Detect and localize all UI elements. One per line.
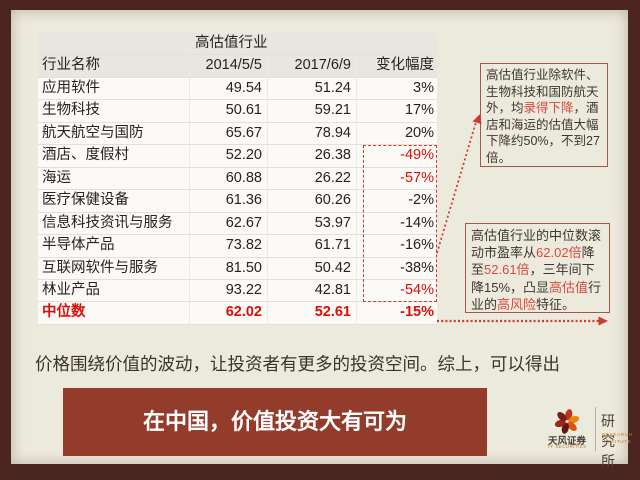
industry-name-cell: 酒店、度假村 [38, 145, 190, 167]
pe-2014-cell: 62.02 [190, 302, 268, 324]
pe-2017-cell: 52.61 [268, 302, 357, 324]
pe-2017-cell: 26.38 [268, 145, 357, 167]
industry-name-cell: 信息科技资讯与服务 [38, 212, 190, 235]
brand-name: 天风证券 [547, 436, 586, 447]
table-row: 应用软件 49.54 51.24 3% [38, 77, 437, 101]
industry-name-cell: 林业产品 [38, 279, 190, 302]
change-cell: -49% [400, 147, 434, 164]
table-body: 应用软件 49.54 51.24 3% 生物科技 50.61 59.21 17% 航天航空与国防… [38, 77, 437, 325]
pe-2014-cell: 49.54 [190, 77, 268, 100]
empty-cell [38, 33, 190, 55]
callout-text-segment: 高估值 [549, 279, 589, 295]
change-cell: 3% [413, 79, 434, 96]
table-row: 半导体产品 73.82 61.71 -16% [38, 235, 437, 258]
pe-2014-cell: 62.67 [190, 212, 268, 235]
table-row: 海运 60.88 26.22 -57% [38, 167, 437, 191]
conclusion-banner: 在中国，价值投资大有可为 [63, 388, 487, 456]
research-institute-english: RESEARCH INSTITUTE [602, 433, 633, 445]
pe-2017-cell: 61.71 [268, 235, 357, 257]
change-cell: 17% [404, 102, 434, 119]
header-date-2014: 2014/5/5 [190, 55, 268, 77]
horizontal-arrow-head [598, 316, 608, 326]
callout-decline-note: 高估值行业除软件、生物科技和国防航天外，均录得下降，酒店和海运的估值大幅下降约5… [480, 63, 608, 167]
header-date-2017: 2017/6/9 [268, 55, 357, 77]
table-row: 中位数 62.02 52.61 -15% [38, 302, 437, 325]
table-row: 医疗保健设备 61.36 60.26 -2% [38, 190, 437, 213]
industry-name-cell: 航天航空与国防 [38, 122, 190, 145]
callout-text-segment: 特征。 [536, 296, 576, 312]
table-row: 林业产品 93.22 42.81 -54% [38, 279, 437, 303]
pe-2014-cell: 50.61 [190, 100, 268, 122]
callout-text-segment: 降至 [471, 245, 595, 278]
callout-text-segment: 62.02倍 [536, 245, 582, 261]
callout-text-segment: 行业的 [471, 279, 602, 312]
table-header-row: 行业名称 2014/5/5 2017/6/9 变化幅度 [38, 55, 437, 78]
industry-name-cell: 生物科技 [38, 100, 190, 122]
pe-2014-cell: 61.36 [190, 190, 268, 212]
callout-text-segment: ，三年间下降15%，凸显 [471, 262, 595, 295]
callout-text-segment: 高风险 [497, 296, 537, 312]
pe-2014-cell: 65.67 [190, 122, 268, 145]
pe-2017-cell: 42.81 [268, 279, 357, 302]
industry-name-cell: 海运 [38, 167, 190, 190]
summary-text: 价格围绕价值的波动，让投资者有更多的投资空间。综上，可以得出 [35, 354, 560, 374]
pe-2017-cell: 53.97 [268, 212, 357, 235]
flower-logo-icon [554, 409, 580, 434]
logo-divider [595, 407, 596, 451]
brand-name-english: TF SECURITIES [547, 444, 587, 449]
change-cell: -38% [400, 259, 434, 276]
table-title: 高估值行业 [195, 35, 268, 51]
change-cell: 20% [404, 124, 434, 141]
change-cell: -54% [400, 281, 434, 298]
pe-2017-cell: 50.42 [268, 257, 357, 279]
pe-2017-cell: 60.26 [268, 190, 357, 212]
pe-2014-cell: 93.22 [190, 279, 268, 302]
callout-text-segment: 高估值行业的中位数滚动市盈率从 [471, 228, 602, 261]
change-cell: -57% [400, 169, 434, 186]
header-industry: 行业名称 [38, 55, 190, 77]
pe-2014-cell: 73.82 [190, 235, 268, 257]
industry-name-cell: 互联网软件与服务 [38, 257, 190, 279]
pe-2017-cell: 78.94 [268, 122, 357, 145]
industry-name-cell: 应用软件 [38, 77, 190, 100]
pe-2014-cell: 81.50 [190, 257, 268, 279]
table-row: 互联网软件与服务 81.50 50.42 -38% [38, 257, 437, 280]
header-change: 变化幅度 [376, 57, 434, 74]
tf-securities-logo: 天风证券 TF SECURITIES 研究所 RESEARCH INSTITUT… [543, 401, 632, 469]
pe-2014-cell: 60.88 [190, 167, 268, 190]
pe-2017-cell: 59.21 [268, 100, 357, 122]
industry-name-cell: 中位数 [38, 302, 190, 324]
callout-text-segment: 录得下降 [523, 101, 574, 115]
table-title-row: 高估值行业 [38, 33, 437, 56]
valuation-table: 高估值行业 行业名称 2014/5/5 2017/6/9 变化幅度 应用软件 49… [38, 33, 437, 325]
table-row: 信息科技资讯与服务 62.67 53.97 -14% [38, 212, 437, 236]
slide-content: 高估值行业 行业名称 2014/5/5 2017/6/9 变化幅度 应用软件 49… [11, 10, 632, 469]
industry-name-cell: 医疗保健设备 [38, 190, 190, 212]
callout-text-segment: 52.61倍 [484, 262, 530, 278]
pe-2014-cell: 52.20 [190, 145, 268, 167]
callout-text-segment: ，酒店和海运的估值大幅下降约50%，不到27倍。 [486, 101, 600, 165]
callout-median-note: 高估值行业的中位数滚动市盈率从62.02倍降至52.61倍，三年间下降15%，凸… [465, 223, 610, 313]
pe-2017-cell: 26.22 [268, 167, 357, 190]
table-row: 航天航空与国防 65.67 78.94 20% [38, 122, 437, 146]
change-cell: -16% [400, 237, 434, 254]
change-cell: -2% [408, 192, 434, 209]
table-row: 生物科技 50.61 59.21 17% [38, 100, 437, 123]
table-row: 酒店、度假村 52.20 26.38 -49% [38, 145, 437, 168]
industry-name-cell: 半导体产品 [38, 235, 190, 257]
callout-text-segment: 高估值行业除软件、生物科技和国防航天外，均 [486, 68, 599, 115]
research-institute-label: 研究所 [601, 413, 617, 469]
pe-2017-cell: 51.24 [268, 77, 357, 100]
change-cell: -15% [400, 304, 434, 321]
change-cell: -14% [400, 214, 434, 231]
